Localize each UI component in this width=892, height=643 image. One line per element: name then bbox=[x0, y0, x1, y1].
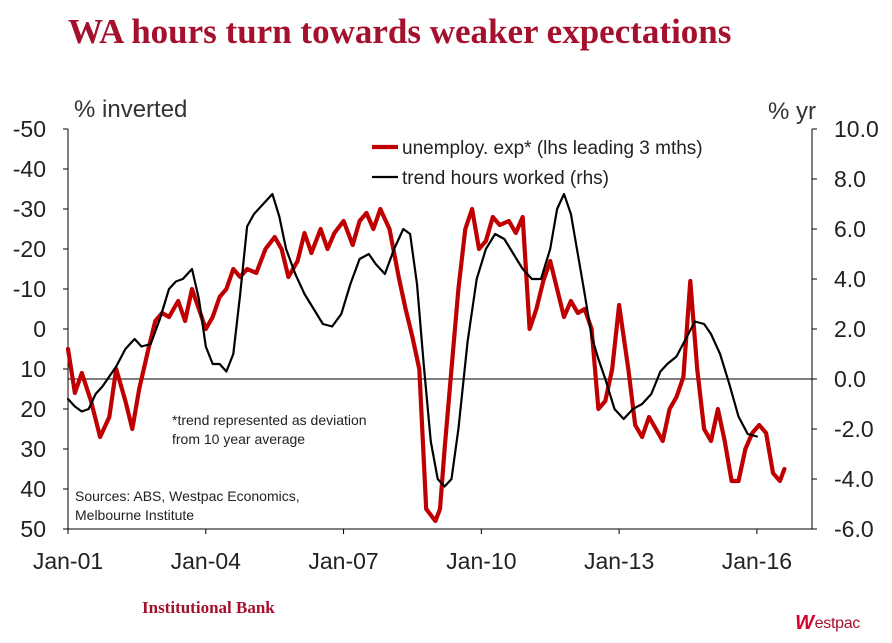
right-tick-label: 2.0 bbox=[834, 316, 866, 342]
institutional-bank-logo: Institutional Bank bbox=[142, 598, 275, 617]
westpac-mark-icon: W bbox=[795, 612, 814, 634]
right-axis-title: % yr bbox=[768, 98, 816, 125]
left-tick-label: -20 bbox=[13, 236, 46, 262]
x-tick-label: Jan-16 bbox=[722, 548, 792, 574]
x-tick-label: Jan-10 bbox=[446, 548, 516, 574]
annotation-note: from 10 year average bbox=[172, 431, 305, 447]
left-tick-label: -10 bbox=[13, 276, 46, 302]
left-axis-title: % inverted bbox=[74, 96, 188, 123]
annotation-source: Sources: ABS, Westpac Economics, bbox=[75, 488, 300, 504]
series-trend-hours-worked bbox=[66, 192, 759, 488]
right-tick-label: 4.0 bbox=[834, 266, 866, 292]
annotation-note: *trend represented as deviation bbox=[172, 412, 367, 428]
right-tick-label: 10.0 bbox=[834, 116, 879, 142]
left-tick-label: 20 bbox=[20, 396, 46, 422]
series-unemployment-expectations bbox=[65, 206, 787, 524]
left-tick-label: 40 bbox=[20, 476, 46, 502]
left-tick-label: 10 bbox=[20, 356, 46, 382]
left-tick-label: 50 bbox=[20, 516, 46, 542]
westpac-logo-text: estpac bbox=[814, 614, 861, 632]
chart-title: WA hours turn towards weaker expectation… bbox=[68, 12, 732, 51]
x-tick-label: Jan-07 bbox=[308, 548, 378, 574]
right-tick-label: 0.0 bbox=[834, 366, 866, 392]
annotation-source: Melbourne Institute bbox=[75, 507, 194, 523]
legend-label: trend hours worked (rhs) bbox=[402, 168, 609, 189]
westpac-logo: W estpac bbox=[795, 612, 860, 635]
x-tick-label: Jan-04 bbox=[171, 548, 242, 574]
x-tick-label: Jan-13 bbox=[584, 548, 654, 574]
left-tick-label: -40 bbox=[13, 156, 46, 182]
right-tick-label: -4.0 bbox=[834, 466, 874, 492]
left-tick-label: 0 bbox=[33, 316, 46, 342]
right-tick-label: -6.0 bbox=[834, 516, 874, 542]
left-tick-label: -50 bbox=[13, 116, 46, 142]
left-tick-label: -30 bbox=[13, 196, 46, 222]
left-tick-label: 30 bbox=[20, 436, 46, 462]
legend-label: unemploy. exp* (lhs leading 3 mths) bbox=[402, 138, 703, 159]
right-tick-label: 8.0 bbox=[834, 166, 866, 192]
right-tick-label: 6.0 bbox=[834, 216, 866, 242]
x-tick-label: Jan-01 bbox=[33, 548, 103, 574]
right-tick-label: -2.0 bbox=[834, 416, 874, 442]
